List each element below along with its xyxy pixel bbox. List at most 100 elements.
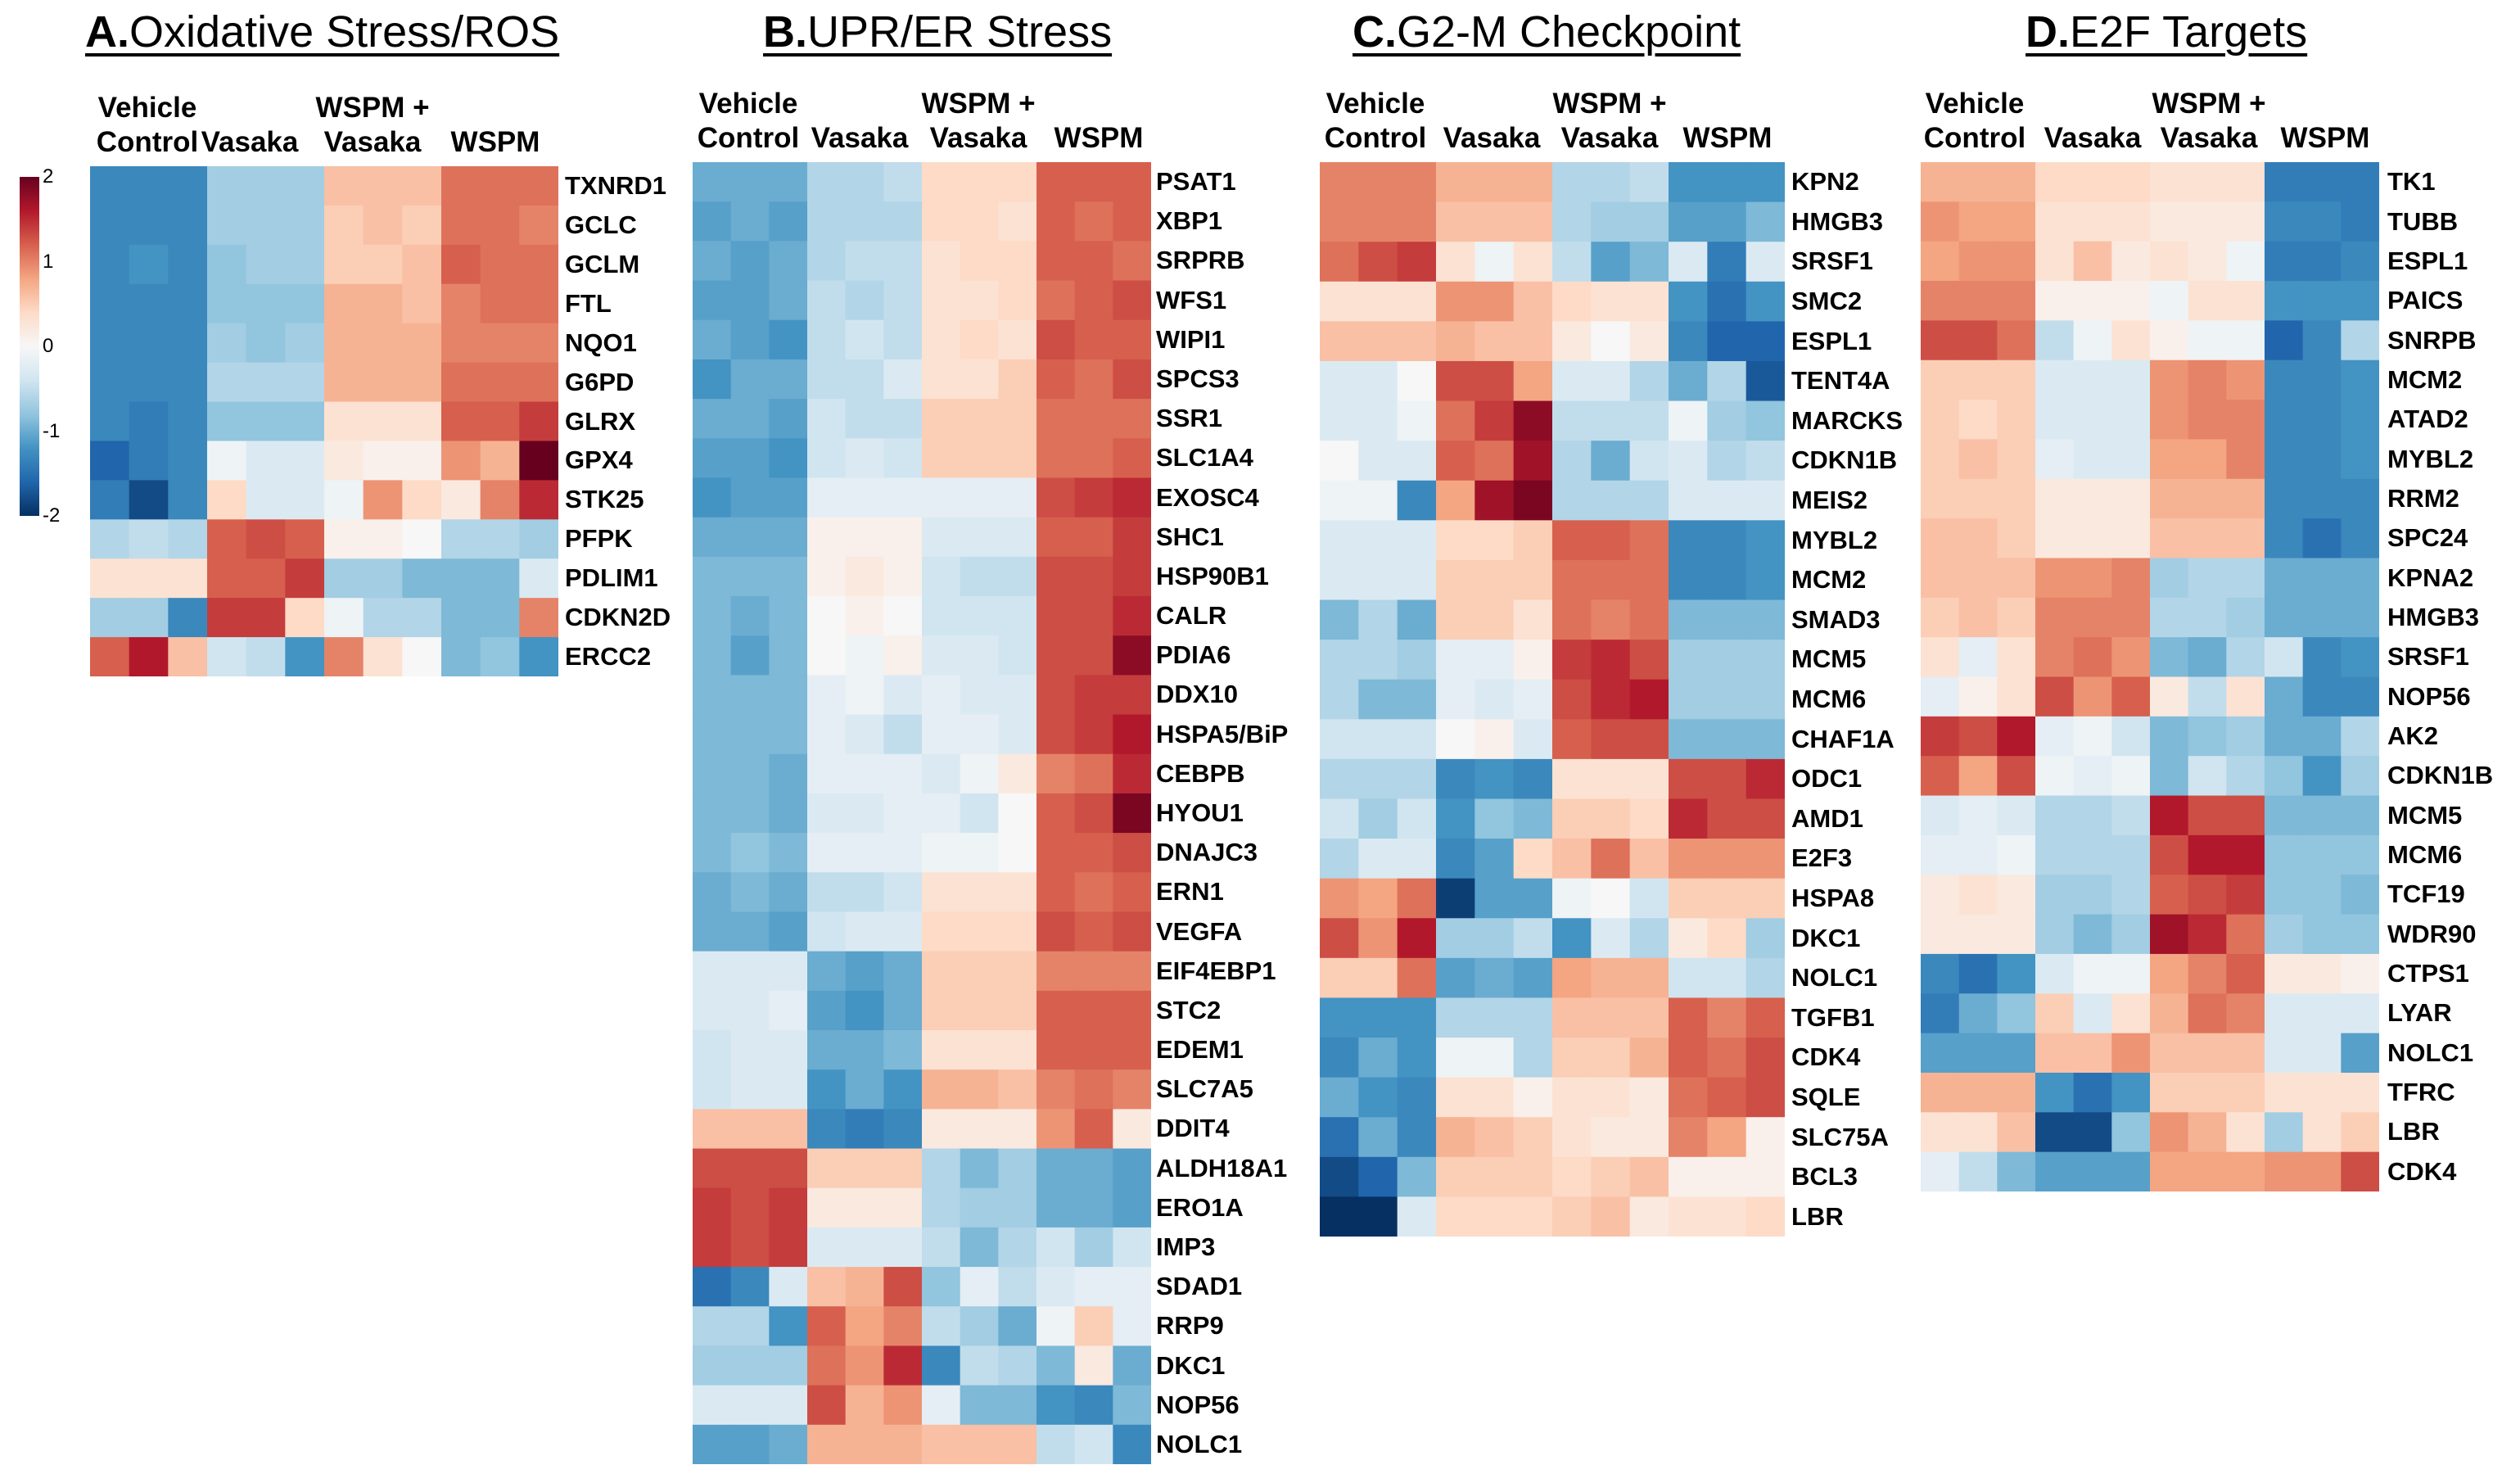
heatmap-cell [2226, 1112, 2265, 1153]
gene-label: SMAD3 [1791, 604, 1881, 634]
heatmap-cell [1074, 872, 1113, 913]
heatmap-cell [1997, 993, 2036, 1034]
heatmap-cell [1629, 679, 1669, 720]
heatmap-cell [730, 911, 770, 952]
heatmap-cell [1475, 918, 1515, 959]
heatmap-cell [1552, 758, 1592, 800]
heatmap-cell [1397, 997, 1437, 1038]
gene-label: AK2 [2387, 721, 2439, 751]
heatmap-cell [960, 477, 999, 518]
heatmap-cell [2265, 834, 2304, 875]
heatmap-cell [1591, 559, 1631, 601]
heatmap-cell [1436, 1196, 1475, 1237]
heatmap-cell [1475, 441, 1515, 482]
heatmap-cell [1958, 1112, 1998, 1153]
heatmap-cell [1997, 834, 2036, 875]
heatmap-cell [1958, 400, 1998, 441]
heatmap-cell [1921, 756, 1960, 797]
heatmap-cell [1320, 360, 1359, 402]
heatmap-cell [1669, 201, 1708, 242]
gene-label: WFS1 [1156, 285, 1227, 314]
heatmap-cell [1036, 517, 1076, 558]
heatmap-cell [1921, 834, 1960, 875]
panel-d-letter: D. [2025, 7, 2070, 57]
heatmap-cell [2265, 914, 2304, 955]
heatmap-cell [2073, 439, 2112, 480]
heatmap-cell [1629, 957, 1669, 999]
heatmap-cell [441, 480, 481, 520]
heatmap-cell [922, 556, 961, 597]
heatmap-cell [1669, 997, 1708, 1038]
heatmap-cell [1074, 1385, 1113, 1426]
gene-label: CHAF1A [1791, 724, 1895, 753]
gene-label: MYBL2 [1791, 525, 1878, 554]
heatmap-cell [1591, 1156, 1631, 1197]
heatmap-cell [1436, 441, 1475, 482]
heatmap-cell [769, 359, 808, 400]
heatmap-cell [1958, 1151, 1998, 1191]
gene-label: FTL [565, 288, 612, 318]
heatmap-cell [998, 1306, 1037, 1347]
heatmap-cell [922, 793, 961, 834]
heatmap-cell [1397, 360, 1437, 402]
heatmap-cell [693, 1148, 732, 1189]
heatmap-cell [769, 911, 808, 952]
heatmap-cell [730, 596, 770, 636]
heatmap-cell [1552, 1196, 1592, 1237]
heatmap-cell [207, 244, 247, 285]
heatmap-cell [2265, 518, 2304, 559]
heatmap-cell [769, 833, 808, 873]
heatmap-cell [1358, 242, 1398, 283]
heatmap-cell [207, 519, 247, 559]
heatmap-cell [998, 438, 1037, 479]
heatmap-cell [693, 517, 732, 558]
heatmap-cell [960, 635, 999, 676]
heatmap-cell [2150, 281, 2189, 321]
heatmap-cell [1513, 918, 1553, 959]
heatmap-cell [1475, 599, 1515, 640]
heatmap-cell [1320, 1117, 1359, 1158]
heatmap-cell [1358, 1117, 1398, 1158]
heatmap-cell [2302, 320, 2342, 361]
heatmap-3 [1320, 162, 1785, 1237]
heatmap-cell [1475, 360, 1515, 402]
heatmap-cell [845, 951, 884, 992]
heatmap-cell [2150, 637, 2189, 678]
heatmap-cell [1475, 758, 1515, 800]
heatmap-cell [1707, 878, 1747, 919]
heatmap-cell [807, 1385, 847, 1426]
heatmap-cell [1552, 281, 1592, 322]
heatmap-cell [1669, 640, 1708, 680]
heatmap-cell [1745, 798, 1785, 839]
heatmap-cell [769, 1069, 808, 1110]
heatmap-cell [1591, 758, 1631, 800]
heatmap-cell [1629, 1117, 1669, 1158]
heatmap-cell [807, 1424, 847, 1464]
heatmap-cell [2265, 1033, 2304, 1074]
heatmap-cell [1591, 441, 1631, 482]
gene-label: PDIA6 [1156, 640, 1231, 670]
gene-label: NOP56 [1156, 1390, 1240, 1419]
heatmap-cell [769, 556, 808, 597]
heatmap-cell [1397, 281, 1437, 322]
heatmap-cell [1113, 1148, 1151, 1189]
heatmap-cell [1320, 281, 1359, 322]
heatmap-cell [2265, 359, 2304, 400]
heatmap-cell [1745, 957, 1785, 999]
heatmap-cell [807, 833, 847, 873]
heatmap-cell [1475, 957, 1515, 999]
gene-label: LYAR [2387, 998, 2452, 1028]
heatmap-cell [769, 241, 808, 282]
heatmap-cell [1475, 878, 1515, 919]
heatmap-cell [207, 166, 247, 206]
group-label: Control [96, 126, 199, 158]
heatmap-cell [1707, 798, 1747, 839]
heatmap-cell [2302, 834, 2342, 875]
heatmap-cell [883, 477, 923, 518]
heatmap-cell [730, 1148, 770, 1189]
heatmap-cell [769, 1227, 808, 1268]
heatmap-cell [2073, 637, 2112, 678]
heatmap-cell [1074, 1069, 1113, 1110]
heatmap-cell [1475, 480, 1515, 521]
heatmap-cell [1552, 201, 1592, 242]
